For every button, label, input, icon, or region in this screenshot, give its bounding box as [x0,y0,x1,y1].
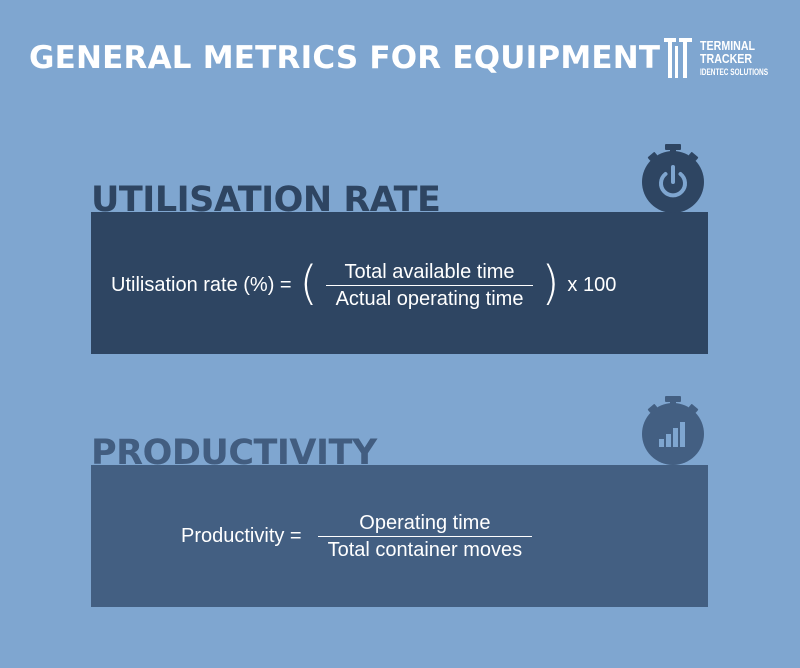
logo-text-line1: TERMINAL [700,38,756,53]
open-paren: ( [299,256,318,310]
productivity-numerator: Operating time [359,511,491,534]
productivity-panel: Productivity = Operating time Total cont… [91,465,708,607]
close-paren: ) [541,256,560,310]
utilisation-heading: UTILISATION RATE [91,180,441,220]
productivity-denominator: Total container moves [327,538,523,561]
terminal-tracker-logo: TERMINAL TRACKER IDENTEC SOLUTIONS [664,38,774,80]
utilisation-panel: Utilisation rate (%) = ( Total available… [91,212,708,354]
utilisation-multiplier: x 100 [567,273,617,296]
utilisation-formula-lhs: Utilisation rate (%) = [111,273,292,296]
productivity-formula: Productivity = Operating time Total cont… [181,506,540,566]
productivity-fraction: Operating time Total container moves [317,510,533,563]
logo-mark-icon [664,38,692,78]
utilisation-formula: Utilisation rate (%) = ( Total available… [111,258,616,312]
fraction-line [317,535,533,537]
utilisation-fraction: Total available time Actual operating ti… [325,259,534,312]
utilisation-denominator: Actual operating time [335,287,524,310]
productivity-formula-lhs: Productivity = [181,524,302,547]
logo-text-line2: TRACKER [700,51,753,66]
page-title: GENERAL METRICS FOR EQUIPMENT [29,40,661,76]
power-stopwatch-icon [642,144,704,213]
utilisation-numerator: Total available time [344,260,515,283]
bar-chart-stopwatch-icon [642,396,704,465]
logo-text-line3: IDENTEC SOLUTIONS [700,67,769,77]
fraction-line [325,284,534,286]
productivity-heading: PRODUCTIVITY [91,433,377,473]
